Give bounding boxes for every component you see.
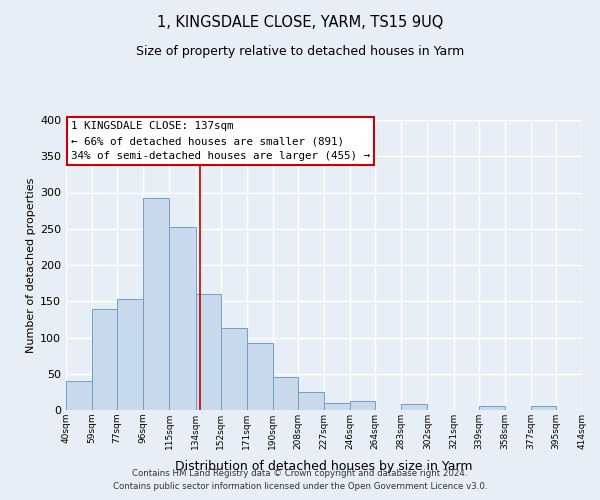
Text: Contains public sector information licensed under the Open Government Licence v3: Contains public sector information licen… [113,482,487,491]
Bar [221,328,247,410]
Bar [298,392,324,410]
Text: 1, KINGSDALE CLOSE, YARM, TS15 9UQ: 1, KINGSDALE CLOSE, YARM, TS15 9UQ [157,15,443,30]
Bar [66,381,92,410]
Bar [117,299,143,410]
Bar [324,403,350,410]
X-axis label: Distribution of detached houses by size in Yarm: Distribution of detached houses by size … [175,460,473,473]
Y-axis label: Number of detached properties: Number of detached properties [26,178,36,352]
Text: Size of property relative to detached houses in Yarm: Size of property relative to detached ho… [136,45,464,58]
Bar [273,376,298,410]
Bar [401,404,427,410]
Bar [92,308,117,410]
Bar [196,294,221,410]
Text: 1 KINGSDALE CLOSE: 137sqm
← 66% of detached houses are smaller (891)
34% of semi: 1 KINGSDALE CLOSE: 137sqm ← 66% of detac… [71,122,370,161]
Bar [350,400,375,410]
Bar [169,226,196,410]
Bar [479,406,505,410]
Bar [531,406,556,410]
Bar [247,344,273,410]
Bar [143,198,169,410]
Text: Contains HM Land Registry data © Crown copyright and database right 2024.: Contains HM Land Registry data © Crown c… [132,468,468,477]
